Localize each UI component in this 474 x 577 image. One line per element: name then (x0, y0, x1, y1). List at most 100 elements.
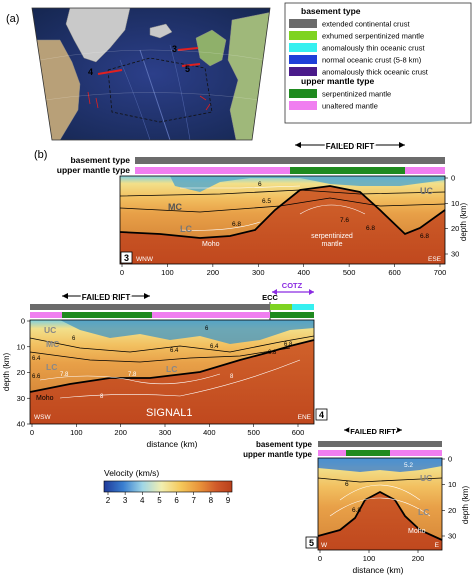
profile4-layer-lc-left: LC (46, 362, 57, 372)
profile-5: FAILED RIFT basement type upper mantle t… (243, 426, 470, 576)
profile3-mantle-row-label: upper mantle type (57, 165, 130, 175)
profile5-left-dir: W (321, 542, 328, 549)
profile4-contour-i: 6.8 (268, 350, 277, 356)
profile3-basement-bar (135, 157, 445, 164)
legend-swatch-mantle-0 (289, 89, 317, 98)
legend-label-basement-3: normal oceanic crust (5-8 km) (322, 56, 422, 65)
profile3-mantle-bar-serpentinized (290, 167, 405, 174)
profile5-right-dir: E (435, 542, 440, 549)
profile-3-line (177, 47, 199, 51)
profile4-mantle-bar-unaltered-a (30, 312, 62, 318)
greenland-landmass (65, 8, 131, 63)
legend-swatch-basement-1 (289, 31, 317, 40)
profile3-mantle-bar-unaltered-right (405, 167, 445, 174)
map-label-4: 4 (88, 67, 93, 77)
profile5-layer-uc: UC (420, 473, 432, 483)
profile5-frame (317, 457, 443, 551)
profile4-xtick-5: 500 (247, 428, 260, 437)
velocity-colorbar: Velocity (km/s) 2 3 4 5 6 7 8 9 (103, 468, 233, 505)
profile3-contour-7-6: 7.6 (340, 217, 349, 224)
profile3-mantle-bar-unaltered-left (135, 167, 290, 174)
profile3-basement-row-label: basement type (70, 155, 130, 165)
profile3-ytick-3: 30 (451, 250, 459, 259)
profile4-name: SIGNAL1 (146, 407, 192, 419)
profile5-ytick-0: 0 (448, 455, 452, 464)
profile5-mantle-bar-unaltered-left (318, 450, 346, 456)
profile4-contour-k: 8 (230, 374, 234, 380)
legend-swatch-mantle-1 (289, 101, 317, 110)
profile5-failed-rift-label: FAILED RIFT (350, 427, 396, 436)
profile4-contour-j: 6.8 (284, 342, 293, 348)
profile3-xtick-3: 300 (252, 268, 265, 277)
colorbar-tick-5: 7 (191, 496, 196, 505)
profile3-right-dir: ESE (428, 256, 442, 263)
profile4-basement-bar-continental (30, 304, 270, 310)
profile3-contour-6-8-a: 6.8 (232, 221, 241, 228)
profile5-mantle-bar-unaltered-right (390, 450, 442, 456)
profile5-ytick-3: 30 (448, 532, 456, 541)
profile3-ytick-2: 20 (451, 224, 459, 233)
profile5-mantle-row-label: upper mantle type (243, 450, 312, 459)
profile4-ytick-0: 0 (21, 317, 25, 326)
profile4-ytick-4: 40 (17, 420, 25, 429)
profile4-contour-g: 6.4 (210, 344, 219, 350)
colorbar-tick-4: 6 (174, 496, 179, 505)
profile4-ylabel: depth (km) (2, 353, 11, 392)
profile4-layer-mc: MC (46, 339, 59, 349)
profile3-left-dir: WNW (136, 256, 154, 263)
profile4-contour-l: 7.8 (128, 372, 137, 378)
profile3-serpentinized-label: serpentinized (311, 233, 353, 240)
profile3-xtick-0: 0 (120, 268, 124, 277)
legend-mantle-title: upper mantle type (301, 76, 374, 86)
profile3-ylabel: depth (km) (459, 203, 468, 242)
study-area-outline (107, 57, 213, 123)
profile5-ytick-2: 20 (448, 506, 456, 515)
profile3-layer-mc: MC (168, 202, 182, 212)
profile4-failed-rift-label: FAILED RIFT (82, 293, 131, 302)
profile5-xtick-1: 100 (363, 554, 376, 563)
profile5-sediment-fill (318, 458, 442, 472)
profile4-ytick-2: 20 (17, 368, 25, 377)
panel-b-label: (b) (34, 149, 47, 161)
colorbar-tick-1: 3 (123, 496, 128, 505)
legend-label-basement-0: extended continental crust (322, 20, 410, 29)
profile5-moho-line (317, 490, 443, 541)
map-panel (32, 8, 270, 140)
panel-a-label: (a) (6, 13, 19, 25)
profile3-xtick-6: 600 (388, 268, 401, 277)
colorbar-title: Velocity (km/s) (104, 468, 159, 478)
legend-label-basement-4: anomalously thick oceanic crust (322, 68, 429, 77)
profile4-mantle-bar-unaltered-b (152, 312, 270, 318)
profile4-contour-d: 7.8 (60, 372, 69, 378)
profile3-xtick-7: 700 (434, 268, 447, 277)
colorbar-tick-2: 4 (140, 496, 145, 505)
profile5-basement-bar (318, 441, 442, 447)
profile4-frame (29, 319, 315, 425)
legend-label-basement-1: exhumed serpentinized mantle (322, 32, 424, 41)
profile3-contour-6-8-b: 6.8 (366, 225, 375, 232)
profile3-xtick-5: 500 (343, 268, 356, 277)
profile5-layer-lc: LC (418, 507, 429, 517)
profile3-contour-6-5: 6.5 (262, 198, 271, 205)
profile3-xtick-1: 100 (161, 268, 174, 277)
iceland-landmass (149, 23, 173, 39)
profile3-frame (119, 175, 446, 265)
profile3-layer-lc: LC (180, 224, 192, 234)
map-label-3: 3 (172, 44, 177, 54)
profile3-ytick-0: 0 (451, 174, 455, 183)
profile3-failed-rift-label: FAILED RIFT (326, 142, 375, 151)
profile5-xtick-2: 200 (412, 554, 425, 563)
profile5-crust-fill (318, 458, 442, 540)
profile4-basement-bar-thin-oceanic (292, 304, 314, 310)
colorbar-tick-3: 5 (157, 496, 162, 505)
profile4-xtick-3: 300 (159, 428, 172, 437)
profile5-mantle-bar-serpentinized (346, 450, 390, 456)
colorbar-tick-6: 8 (209, 496, 214, 505)
profile5-basement-row-label: basement type (256, 440, 313, 449)
british-isles-landmass (195, 29, 227, 67)
profile4-contour-b: 6.4 (32, 356, 41, 362)
legend-label-mantle-0: serpentinized mantle (322, 90, 391, 99)
profile4-left-dir: WSW (34, 414, 51, 421)
profile4-mantle-bar-serpentinized-b (270, 312, 314, 318)
profile3-xtick-2: 200 (207, 268, 220, 277)
